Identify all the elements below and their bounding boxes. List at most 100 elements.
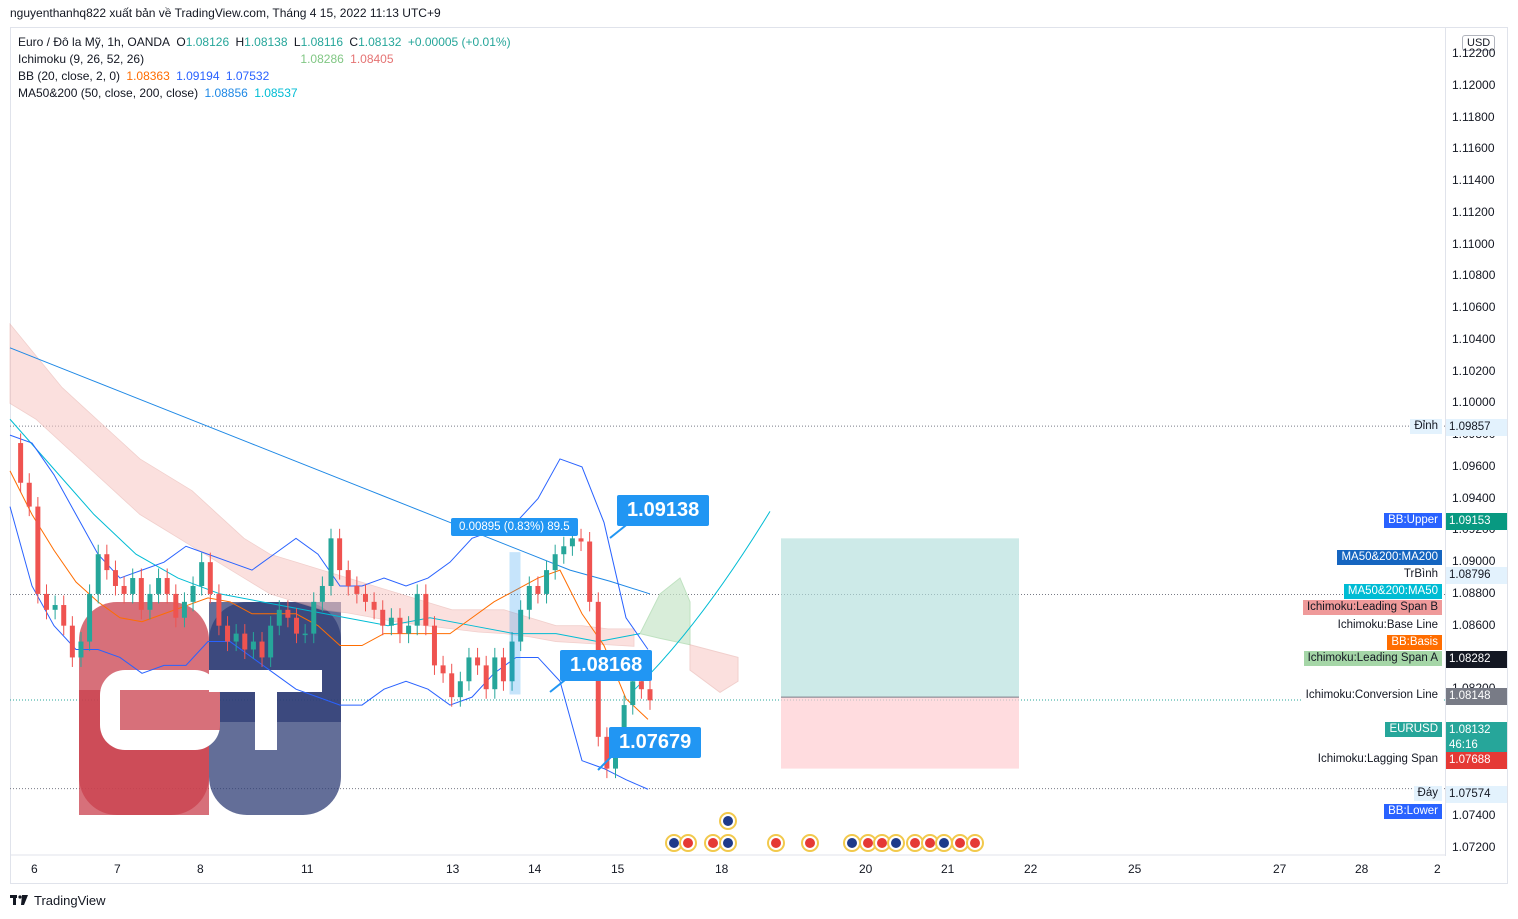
- price-tick: 1.09400: [1452, 490, 1496, 505]
- footer: TradingView: [10, 893, 106, 908]
- candle-body: [345, 570, 351, 586]
- position-profit-zone: [781, 538, 1019, 698]
- callout-low-pointer: [597, 755, 613, 771]
- bb-lower-line: [9, 506, 649, 790]
- time-tick: 14: [528, 862, 542, 876]
- ma200-tag-label: MA50&200:MA200: [1337, 550, 1442, 565]
- event-flag-center: [939, 838, 949, 848]
- price-tick: 1.09000: [1452, 554, 1496, 569]
- candle-body: [492, 657, 498, 690]
- event-flag-center: [771, 838, 781, 848]
- candle-body: [147, 593, 153, 610]
- c-label: C: [349, 35, 359, 49]
- ma-v1: 1.08856: [204, 86, 248, 100]
- o-value: 1.08126: [185, 35, 230, 49]
- candle-body: [233, 633, 239, 642]
- bb-upper-tag-value-text: 1.09153: [1449, 515, 1491, 527]
- symbol-label: Euro / Đô la Mỹ, 1h, OANDA: [18, 35, 171, 49]
- event-flag-center: [723, 838, 733, 848]
- ma-label[interactable]: MA50&200 (50, close, 200, close): [18, 86, 199, 100]
- currency-button[interactable]: USD: [1462, 35, 1496, 51]
- ichimoku-v1: 1.08286: [300, 52, 344, 66]
- l-value: 1.08116: [300, 35, 344, 49]
- ma200-line: [9, 347, 651, 595]
- avg-tag-value: 1.08796: [1446, 567, 1507, 584]
- candle-body: [526, 585, 532, 610]
- time-tick: 18: [715, 862, 729, 876]
- position-loss-zone: [781, 697, 1019, 769]
- bb-upper-tag-value: 1.09153: [1446, 513, 1507, 530]
- countdown-text: 46:16: [1449, 739, 1478, 751]
- bb-upper-tag-label: BB:Upper: [1384, 513, 1442, 528]
- candle-body: [18, 443, 24, 483]
- time-tick: 2: [1434, 862, 1441, 876]
- candle-body: [190, 585, 196, 602]
- bb-label[interactable]: BB (20, close, 2, 0): [18, 69, 121, 83]
- price-tick: 1.11200: [1452, 204, 1495, 219]
- candle-body: [362, 593, 368, 602]
- candle-body: [500, 657, 506, 682]
- candle-body: [337, 538, 343, 571]
- span-a-tag-value-text: 1.08282: [1449, 653, 1491, 665]
- candle-body: [199, 562, 205, 586]
- bb-basis-line: [9, 470, 649, 720]
- price-axis[interactable]: [1445, 28, 1508, 856]
- candle-body: [164, 578, 170, 594]
- event-flag-center: [847, 838, 857, 848]
- candle-body: [466, 657, 472, 682]
- ohlc-high: H1.08138: [235, 35, 287, 49]
- ma50-line: [9, 418, 641, 643]
- callout-low[interactable]: 1.07679: [609, 727, 702, 758]
- price-tick: 1.07200: [1452, 840, 1496, 854]
- measure-label[interactable]: 0.00895 (0.83%) 89.5: [451, 518, 578, 536]
- candle-body: [518, 609, 524, 642]
- candle-body: [121, 585, 127, 594]
- callout-mid[interactable]: 1.08168: [560, 650, 653, 681]
- ohlc-open: O1.08126: [176, 35, 229, 49]
- bb-basis-tag-label: BB:Basis: [1387, 635, 1442, 650]
- bb-lower-tag-label: BB:Lower: [1384, 804, 1442, 819]
- ma-v2: 1.08537: [254, 86, 298, 100]
- candle-body: [328, 538, 334, 586]
- callout-high[interactable]: 1.09138: [617, 495, 710, 526]
- low-tag-value-text: 1.07574: [1449, 788, 1491, 800]
- candle-body: [630, 681, 636, 706]
- span-b-tag-label: Ichimoku:Leading Span B: [1302, 600, 1442, 615]
- chart-frame[interactable]: [10, 27, 1508, 884]
- candle-body: [431, 625, 437, 666]
- candle-body: [69, 625, 75, 658]
- event-flag-center: [970, 838, 980, 848]
- candle-body: [509, 641, 515, 682]
- candle-body: [104, 554, 110, 571]
- candle-body: [61, 605, 67, 626]
- avg-tag-label: TrBình: [1399, 567, 1442, 582]
- price-tick: 1.10200: [1452, 363, 1496, 378]
- candle-body: [130, 578, 136, 594]
- event-flag-center: [805, 838, 815, 848]
- candle-body: [647, 689, 653, 701]
- candle-body: [319, 585, 325, 602]
- price-tick: 1.07400: [1452, 808, 1496, 823]
- price-tick: 1.11600: [1452, 141, 1495, 156]
- candle-body: [604, 736, 610, 769]
- span-a-tag-label: Ichimoku:Leading Span A: [1303, 651, 1442, 666]
- candle-body: [440, 665, 446, 674]
- bb-v3: 1.07532: [225, 69, 270, 83]
- bb-v2: 1.09194: [176, 69, 220, 83]
- ichimoku-cloud-green: [639, 577, 691, 646]
- c-value: 1.08132: [358, 35, 402, 49]
- tradingview-logo-icon: [10, 894, 28, 907]
- price-tick: 1.12200: [1452, 46, 1496, 60]
- candle-body: [578, 538, 584, 542]
- ichimoku-label[interactable]: Ichimoku (9, 26, 52, 26): [18, 52, 145, 66]
- candle-body: [259, 641, 265, 658]
- candle-body: [207, 562, 213, 594]
- candle-body: [406, 625, 412, 634]
- time-tick: 15: [611, 862, 625, 876]
- candle-body: [311, 601, 317, 634]
- event-flag-center: [708, 838, 718, 848]
- h-label: H: [235, 35, 245, 49]
- time-tick: 25: [1128, 862, 1142, 876]
- time-tick: 28: [1355, 862, 1369, 876]
